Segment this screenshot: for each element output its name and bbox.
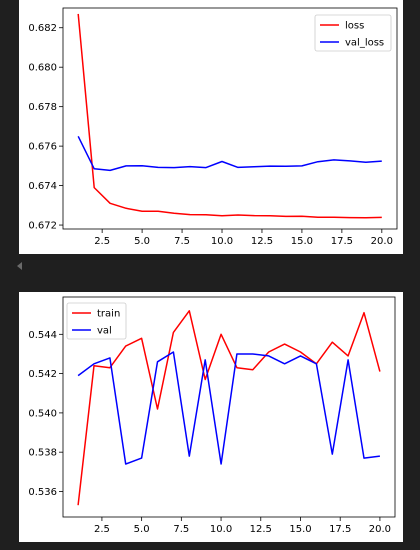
x-tick-label: 15.0 [291, 236, 313, 247]
x-tick-label: 7.5 [173, 524, 189, 535]
y-tick-label: 0.538 [28, 448, 57, 459]
x-tick-label: 10.0 [210, 524, 232, 535]
series-line-loss [77, 13, 382, 219]
legend-label: loss [345, 21, 364, 32]
x-tick-label: 17.5 [329, 524, 351, 535]
axes-frame [62, 7, 398, 230]
y-tick-label: 0.674 [28, 181, 57, 192]
y-tick-label: 0.536 [28, 487, 57, 498]
series-line-val-loss [77, 135, 382, 172]
x-tick-label: 10.0 [211, 236, 233, 247]
collapse-arrow-icon[interactable] [17, 262, 22, 270]
series-line-val [77, 351, 380, 465]
x-tick-label: 15.0 [289, 524, 311, 535]
legend-label: train [97, 309, 120, 320]
accuracy-chart: 2.5 5.0 7.5 10.0 12.5 15.0 17.5 20.0 0.536 0.538 0… [28, 296, 396, 535]
y-tick-label: 0.544 [28, 330, 57, 341]
accuracy-chart-panel: 2.5 5.0 7.5 10.0 12.5 15.0 17.5 20.0 0.536 0.538 0… [19, 292, 403, 542]
y-tick-label: 0.672 [28, 221, 57, 232]
x-tick-label: 12.5 [250, 524, 272, 535]
x-tick-label: 2.5 [94, 236, 110, 247]
axes-frame [62, 296, 396, 518]
y-tick-label: 0.678 [28, 102, 57, 113]
x-tick-label: 5.0 [134, 236, 150, 247]
y-tick-label: 0.682 [28, 23, 57, 34]
loss-chart: 2.5 5.0 7.5 10.0 12.5 15.0 17.5 20.0 0.672 0.674 0… [28, 7, 398, 247]
legend-label: val_loss [345, 38, 384, 49]
x-tick-label: 20.0 [369, 524, 391, 535]
legend-label: val [97, 326, 112, 337]
y-tick-label: 0.680 [28, 63, 57, 74]
x-tick-label: 17.5 [331, 236, 353, 247]
x-tick-label: 2.5 [94, 524, 110, 535]
x-tick-label: 12.5 [251, 236, 273, 247]
x-tick-label: 5.0 [134, 524, 150, 535]
y-tick-label: 0.542 [28, 369, 57, 380]
y-tick-label: 0.540 [28, 408, 57, 419]
x-tick-label: 20.0 [371, 236, 393, 247]
series-line-train [77, 310, 381, 506]
loss-chart-panel: 2.5 5.0 7.5 10.0 12.5 15.0 17.5 20.0 0.672 0.674 0… [19, 0, 403, 254]
y-tick-label: 0.676 [28, 142, 57, 153]
x-tick-label: 7.5 [174, 236, 190, 247]
